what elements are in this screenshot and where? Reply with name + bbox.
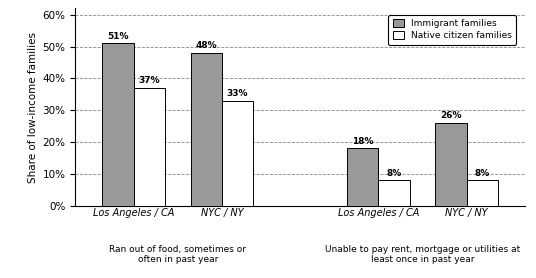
Text: 33%: 33% bbox=[227, 89, 248, 98]
Text: Ran out of food, sometimes or
often in past year: Ran out of food, sometimes or often in p… bbox=[109, 245, 247, 264]
Y-axis label: Share of low-income families: Share of low-income families bbox=[28, 31, 38, 183]
Text: 8%: 8% bbox=[474, 169, 490, 178]
Bar bbox=[347, 148, 378, 206]
Legend: Immigrant families, Native citizen families: Immigrant families, Native citizen famil… bbox=[388, 15, 516, 45]
Text: 8%: 8% bbox=[386, 169, 402, 178]
Bar bbox=[466, 180, 498, 206]
Bar bbox=[222, 101, 253, 206]
Text: 51%: 51% bbox=[107, 32, 129, 41]
Bar bbox=[102, 43, 134, 206]
Text: 26%: 26% bbox=[440, 111, 461, 120]
Text: 48%: 48% bbox=[196, 41, 217, 50]
Text: 18%: 18% bbox=[352, 137, 374, 146]
Bar bbox=[134, 88, 165, 206]
Bar bbox=[190, 53, 222, 206]
Text: 37%: 37% bbox=[139, 76, 160, 85]
Bar bbox=[435, 123, 466, 206]
Bar bbox=[378, 180, 410, 206]
Text: Unable to pay rent, mortgage or utilities at
least once in past year: Unable to pay rent, mortgage or utilitie… bbox=[325, 245, 520, 264]
